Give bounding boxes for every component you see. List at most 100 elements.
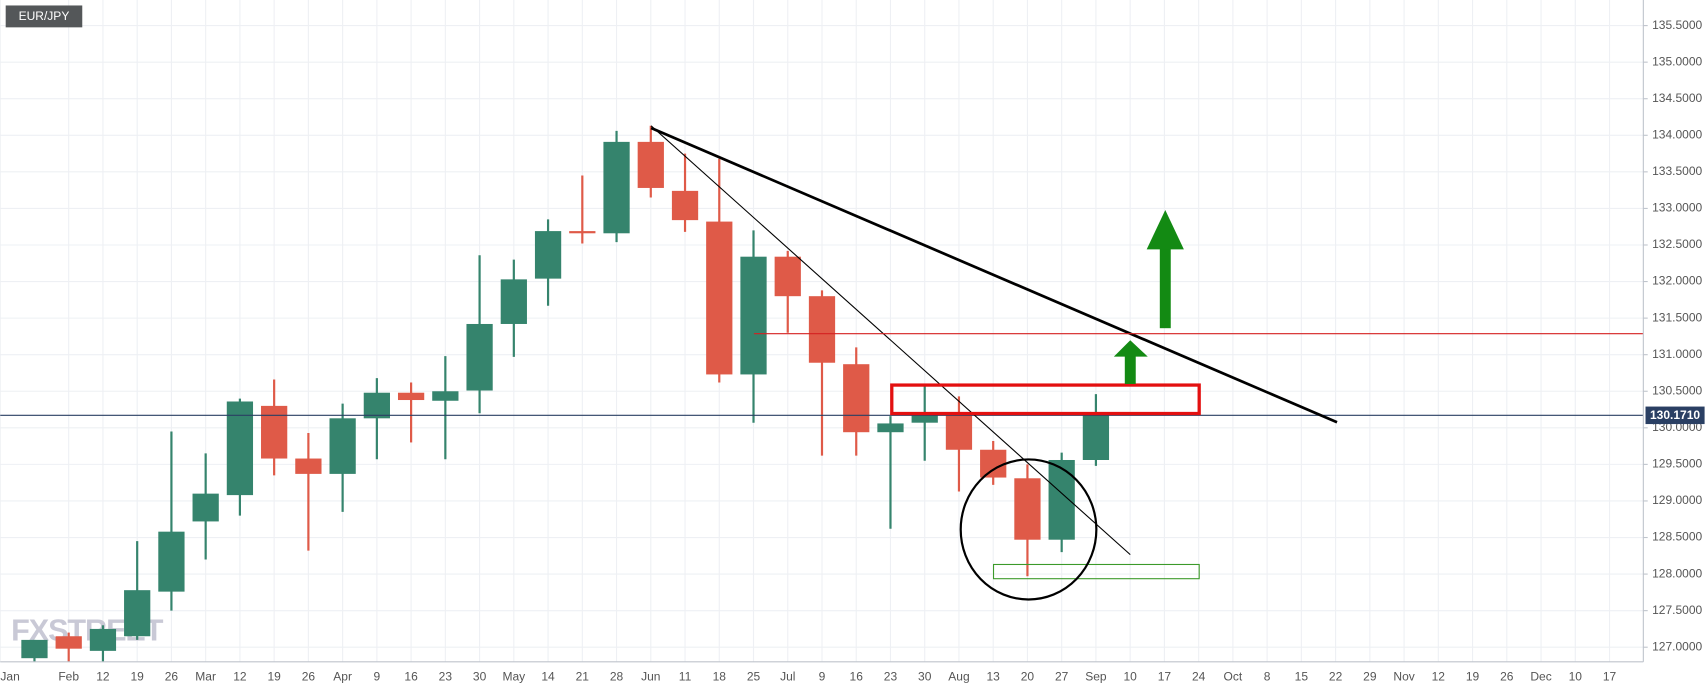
x-tick-label: 11 — [679, 669, 692, 683]
candle-body — [637, 141, 664, 188]
candle-body — [89, 628, 117, 651]
symbol-label: EUR/JPY — [19, 9, 70, 23]
candle-body — [911, 414, 938, 423]
x-tick-label: Oct — [1224, 669, 1243, 683]
x-tick-label: 16 — [404, 669, 418, 683]
resistance-zone — [890, 383, 1201, 416]
candle-body — [192, 493, 219, 522]
x-tick-label: 12 — [233, 669, 247, 683]
x-tick-label: Nov — [1393, 669, 1414, 683]
symbol-box — [5, 5, 83, 28]
x-tick-label: 12 — [1432, 669, 1446, 683]
trend-line — [650, 126, 1338, 424]
axes: 127.0000 127.5000 128.0000 128.5000 129.0000… — [0, 18, 1705, 683]
x-tick-label: 26 — [1500, 669, 1514, 683]
x-tick-label: 8 — [1264, 669, 1271, 683]
x-tick-label: 19 — [130, 669, 144, 683]
x-tick-label: 26 — [165, 669, 179, 683]
y-tick-label: 133.5000 — [1652, 164, 1702, 178]
x-tick-label: 27 — [1055, 669, 1069, 683]
x-tick-label: 17 — [1158, 669, 1172, 683]
y-tick-label: 127.5000 — [1652, 603, 1702, 617]
highlight-circle — [959, 458, 1098, 601]
x-tick-label: 23 — [884, 669, 898, 683]
y-tick-label: 131.0000 — [1652, 347, 1702, 361]
x-tick-label: 21 — [576, 669, 590, 683]
x-tick-label: Dec — [1530, 669, 1551, 683]
y-tick-label: 128.0000 — [1652, 566, 1702, 580]
candle-body — [534, 231, 562, 279]
candle-body — [671, 190, 699, 221]
x-tick-label: Sep — [1085, 669, 1107, 683]
candle-body — [226, 401, 254, 496]
x-tick-label: 28 — [610, 669, 624, 683]
trend-line-thin — [650, 125, 1131, 556]
candle-body — [124, 590, 151, 637]
candle-body — [261, 405, 288, 459]
x-tick-label: 19 — [1466, 669, 1480, 683]
arrow-head — [1146, 210, 1184, 250]
x-tick-label: 22 — [1329, 669, 1343, 683]
x-tick-label: 26 — [302, 669, 316, 683]
x-tick-label: 12 — [96, 669, 110, 683]
candle-body — [808, 296, 836, 363]
y-tick-label: 128.5000 — [1652, 530, 1702, 544]
x-tick-label: 23 — [439, 669, 453, 683]
y-tick-label: 130.5000 — [1652, 383, 1702, 397]
arrow-head — [1113, 340, 1148, 357]
y-tick-label: 134.0000 — [1652, 127, 1702, 141]
candle-body — [945, 414, 973, 450]
x-tick-label: Jul — [780, 669, 795, 683]
y-tick-label: 134.5000 — [1652, 91, 1702, 105]
y-tick-label: 132.0000 — [1652, 274, 1702, 288]
candle-body — [1082, 415, 1110, 460]
x-tick-label: Jan — [0, 669, 19, 683]
x-tick-label: 10 — [1123, 669, 1137, 683]
x-tick-label: 25 — [747, 669, 761, 683]
arrow-shaft — [1124, 355, 1136, 384]
x-tick-label: 20 — [1021, 669, 1035, 683]
x-tick-label: 9 — [374, 669, 381, 683]
annotations — [650, 125, 1644, 601]
x-tick-label: Jun — [641, 669, 660, 683]
x-tick-label: 18 — [713, 669, 727, 683]
x-tick-label: Apr — [333, 669, 352, 683]
x-tick-label: May — [502, 669, 525, 683]
x-tick-label: 24 — [1192, 669, 1206, 683]
candle-body — [740, 256, 767, 375]
x-tick-label: 30 — [473, 669, 487, 683]
candle-body — [706, 221, 733, 375]
last-price-label: 130.1710 — [1650, 408, 1700, 422]
x-tick-label: 30 — [918, 669, 932, 683]
candle-body — [466, 323, 493, 391]
candle-body — [774, 256, 801, 297]
y-tick-label: 132.5000 — [1652, 237, 1702, 251]
candle-body — [363, 392, 390, 419]
arrow-shaft — [1159, 248, 1171, 329]
candle-body — [329, 418, 356, 474]
x-tick-label: 29 — [1363, 669, 1377, 683]
x-tick-label: 14 — [541, 669, 555, 683]
candle-body — [55, 636, 82, 649]
support-zone — [992, 563, 1200, 580]
candle-body — [158, 531, 185, 592]
last-price-box — [1645, 406, 1705, 425]
candle-body — [1014, 478, 1041, 540]
x-tick-label: Mar — [195, 669, 216, 683]
candle-body — [603, 141, 630, 234]
candle-body — [843, 364, 870, 433]
candle-body — [877, 423, 904, 433]
candle-body — [569, 231, 596, 234]
x-tick-label: 15 — [1295, 669, 1309, 683]
x-tick-label: 17 — [1603, 669, 1617, 683]
x-tick-label: 19 — [267, 669, 281, 683]
candle-body — [432, 391, 459, 401]
y-tick-label: 127.0000 — [1652, 639, 1702, 653]
x-tick-label: 16 — [850, 669, 864, 683]
candle-body — [397, 392, 425, 401]
y-tick-label: 135.0000 — [1652, 54, 1702, 68]
y-tick-label: 129.0000 — [1652, 493, 1702, 507]
x-tick-label: Aug — [948, 669, 969, 683]
candle-body — [1048, 459, 1075, 540]
